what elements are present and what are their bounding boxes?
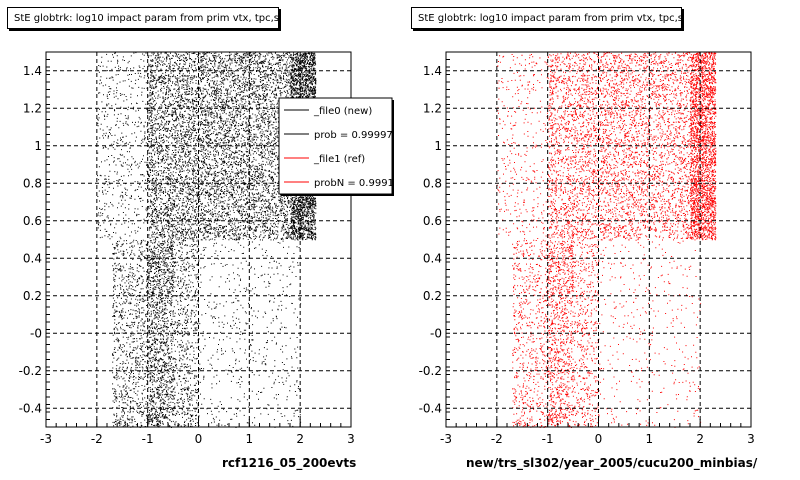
- y-tick-label: 1.4: [23, 64, 42, 78]
- x-axis-label-left: rcf1216_05_200evts: [222, 456, 357, 470]
- legend-entry: _file1 (ref): [313, 154, 365, 165]
- legend-entry: probN = 0.999175: [314, 178, 407, 189]
- legend-box: _file0 (new) prob = 0.999975 _file1 (ref) p…: [278, 97, 407, 196]
- legend-frame: [278, 97, 393, 195]
- y-tick-label: -0: [430, 326, 442, 340]
- x-tick-label: 3: [347, 432, 355, 446]
- x-tick-label: 0: [195, 432, 203, 446]
- y-tick-label: 1.2: [423, 101, 442, 115]
- x-tick-label: 3: [747, 432, 755, 446]
- x-tick-label: 2: [696, 432, 704, 446]
- y-tick-label: 1.4: [423, 64, 442, 78]
- y-tick-label: -0.4: [419, 401, 442, 415]
- plot-title-right: StE globtrk: log10 impact param from pri…: [411, 7, 682, 29]
- y-tick-label: 0.6: [423, 214, 442, 228]
- x-tick-label: -3: [440, 432, 452, 446]
- y-tick-label: -0: [30, 326, 42, 340]
- x-tick-label: -1: [542, 432, 554, 446]
- y-tick-label: -0.2: [419, 364, 442, 378]
- x-tick-label: 0: [595, 432, 603, 446]
- y-tick-label: 0.2: [423, 289, 442, 303]
- x-tick-label: -2: [491, 432, 503, 446]
- y-tick-label: 0.2: [23, 289, 42, 303]
- scatter-panel-right: -3 -2 -1 0 1 2 3 -0.4 -0.2 -0 0.2 0.4 0.6 0.8 1 1.2 1.4: [419, 51, 755, 446]
- y-tick-label: -0.2: [19, 364, 42, 378]
- x-tick-label: -3: [40, 432, 52, 446]
- legend-entry: _file0 (new): [313, 106, 372, 117]
- y-tick-label: -0.4: [19, 401, 42, 415]
- y-tick-label: 0.8: [423, 176, 442, 190]
- legend-entry: prob = 0.999975: [314, 130, 399, 141]
- x-tick-label: 2: [296, 432, 304, 446]
- x-tick-label: 1: [246, 432, 254, 446]
- x-tick-label: -1: [142, 432, 154, 446]
- x-axis-label-right: new/trs_sl302/year_2005/cucu200_minbias/: [466, 456, 758, 470]
- x-tick-label: 1: [646, 432, 654, 446]
- y-tick-label: 0.4: [23, 251, 42, 265]
- y-tick-label: 1: [34, 139, 42, 153]
- y-tick-label: 0.4: [423, 251, 442, 265]
- y-tick-label: 1.2: [23, 101, 42, 115]
- plot-title-left: StE globtrk: log10 impact param from pri…: [7, 7, 279, 29]
- y-tick-label: 0.6: [23, 214, 42, 228]
- y-tick-label: 0.8: [23, 176, 42, 190]
- y-tick-label: 1: [434, 139, 442, 153]
- x-tick-label: -2: [91, 432, 103, 446]
